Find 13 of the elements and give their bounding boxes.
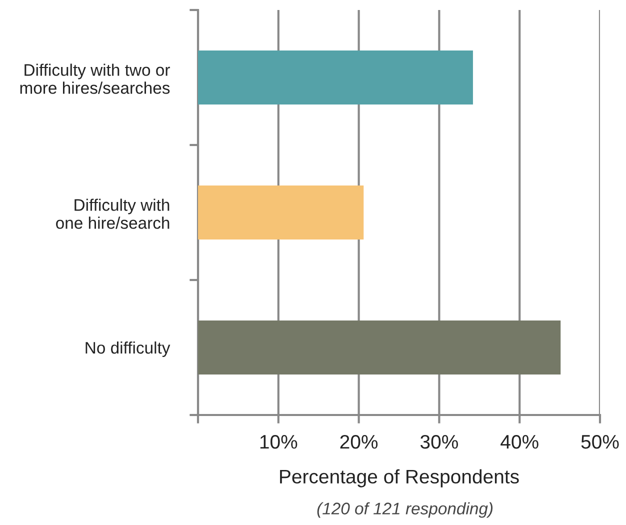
bar <box>198 186 364 240</box>
x-tick-label: 10% <box>260 434 298 449</box>
bar <box>198 320 561 374</box>
text: (120 of 121 responding) <box>317 502 493 518</box>
x-tick-label: 40% <box>500 434 538 449</box>
x-axis-title: Percentage of Respondents <box>280 469 519 488</box>
y-tick-label: Difficulty with one hire/search <box>56 198 170 229</box>
x-tick-label: 30% <box>420 434 458 449</box>
y-tick-label: Difficulty with two or more hires/searches <box>20 64 170 94</box>
x-tick-label: 20% <box>340 434 378 449</box>
y-tick-label: No difficulty <box>86 341 170 357</box>
x-tick-label: 50% <box>581 434 619 449</box>
bar <box>198 50 473 104</box>
